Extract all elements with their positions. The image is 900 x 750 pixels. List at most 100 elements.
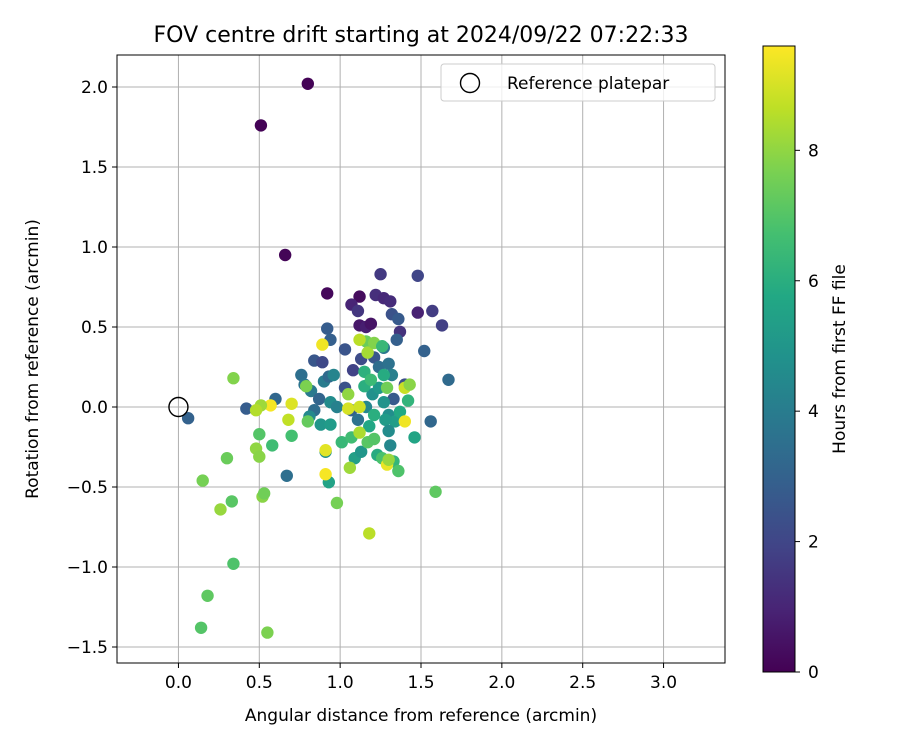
scatter-point (363, 420, 376, 433)
colorbar-label: Hours from first FF file (830, 264, 850, 454)
legend: Reference platepar (440, 63, 716, 102)
x-tick-label: 1.5 (407, 673, 434, 693)
scatter-point (324, 418, 337, 431)
colorbar-frame (762, 45, 796, 673)
colorbar-tick-label: 0 (808, 663, 819, 683)
scatter-point (282, 413, 295, 426)
x-tick-label: 1.0 (327, 673, 354, 693)
y-axis-label: Rotation from reference (arcmin) (23, 219, 43, 499)
scatter-point (363, 527, 376, 540)
grid (117, 55, 725, 663)
x-tick-label: 0.5 (246, 673, 273, 693)
colorbar-tick-label: 6 (808, 272, 819, 292)
scatter-point (374, 268, 387, 281)
scatter-point (227, 372, 240, 385)
legend-reference-marker (459, 72, 481, 94)
scatter-point (201, 589, 214, 602)
y-tick-label: −1.0 (67, 558, 108, 578)
scatter-point (301, 77, 315, 91)
scatter-point (327, 368, 340, 382)
scatter-point (194, 621, 208, 634)
scatter-point (408, 431, 421, 444)
scatter-point (384, 295, 397, 308)
scatter-point (314, 418, 327, 431)
scatter-point (319, 444, 332, 457)
scatter-point (424, 415, 437, 428)
scatter-point (266, 439, 279, 452)
scatter-point (330, 400, 344, 414)
scatter-point (367, 432, 381, 446)
y-tick-label: 2.0 (81, 78, 108, 98)
scatter-point (319, 468, 332, 481)
scatter-point (249, 404, 263, 417)
y-tick-label: 0.0 (81, 398, 108, 418)
scatter-point (253, 428, 266, 441)
scatter-point (379, 413, 392, 426)
colorbar: 0 2 4 6 8 Hours from first FF file (762, 45, 850, 683)
scatter-point (392, 464, 405, 478)
scatter-point (343, 461, 357, 474)
scatter-point (398, 415, 412, 428)
scatter-point (388, 415, 402, 428)
scatter-point (382, 453, 395, 466)
scatter-point (240, 402, 253, 415)
y-tick-label: 1.5 (81, 158, 108, 178)
scatter-point (392, 312, 405, 326)
scatter-point (361, 346, 374, 359)
scatter-point (377, 368, 391, 382)
scatter-point (411, 306, 424, 319)
scatter-point (353, 400, 366, 414)
scatter-point (390, 333, 403, 346)
scatter-points (181, 77, 455, 639)
scatter-point (196, 474, 209, 487)
scatter-point (338, 343, 352, 356)
y-axis-ticks: −1.5 −1.0 −0.5 0.0 0.5 1.0 1.5 2.0 (67, 78, 117, 658)
scatter-point (442, 373, 455, 386)
scatter-point (364, 373, 378, 386)
scatter-point (321, 322, 334, 335)
scatter-point (353, 290, 366, 303)
scatter-point (393, 405, 407, 418)
scatter-point (257, 487, 271, 500)
scatter-point (353, 333, 366, 346)
colorbar-gradient (763, 46, 795, 672)
reference-platepar-marker (168, 396, 189, 418)
scatter-point (382, 357, 395, 370)
scatter-point (181, 412, 195, 425)
scatter-point (354, 445, 368, 458)
scatter-point (280, 469, 293, 482)
x-tick-label: 2.0 (488, 673, 515, 693)
scatter-point (403, 378, 416, 391)
scatter-point (299, 380, 313, 393)
x-tick-label: 0.0 (165, 673, 192, 693)
y-tick-label: 0.5 (81, 318, 108, 338)
scatter-point (353, 426, 366, 439)
colorbar-ticks: 0 2 4 6 8 (795, 141, 819, 683)
scatter-point (225, 495, 239, 508)
scatter-point (367, 408, 381, 422)
chart-title: FOV centre drift starting at 2024/09/22 … (154, 23, 689, 48)
scatter-point (429, 485, 442, 498)
scatter-point (418, 344, 431, 358)
y-tick-label: 1.0 (81, 238, 108, 258)
scatter-point (316, 338, 329, 351)
scatter-point (285, 397, 298, 410)
x-tick-label: 2.5 (569, 673, 596, 693)
scatter-point (435, 319, 449, 332)
scatter-point (254, 119, 268, 132)
scatter-point (335, 436, 348, 449)
scatter-point (387, 392, 400, 406)
scatter-point (301, 415, 315, 428)
scatter-point (364, 317, 378, 330)
scatter-point (278, 248, 292, 262)
y-tick-label: −1.5 (67, 638, 108, 658)
scatter-point (384, 439, 397, 452)
scatter-point (351, 304, 365, 318)
scatter-point (411, 269, 424, 282)
scatter-point (214, 503, 227, 516)
scatter-point (316, 356, 329, 369)
colorbar-tick-label: 8 (808, 141, 819, 161)
scatter-point (220, 452, 234, 465)
scatter-point (264, 399, 277, 412)
